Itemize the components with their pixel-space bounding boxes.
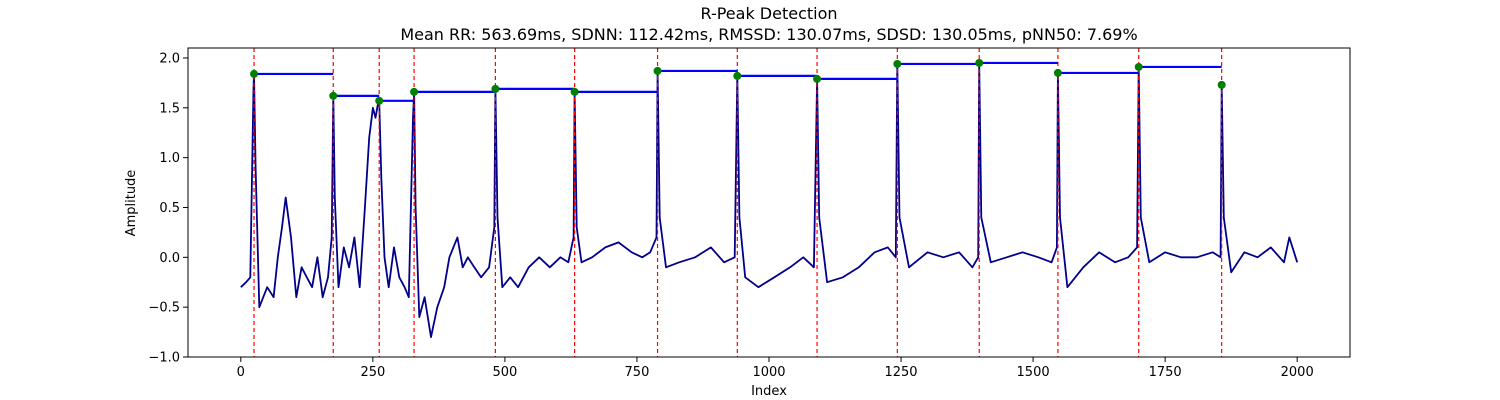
plot-frame <box>187 47 1351 358</box>
peak-marker <box>570 87 579 96</box>
chart-subtitle: Mean RR: 563.69ms, SDNN: 112.42ms, RMSSD… <box>400 25 1137 44</box>
peak-marker <box>813 74 822 83</box>
y-tick-label: −0.5 <box>148 301 180 316</box>
peak-marker <box>250 69 259 78</box>
y-tick-label: −1.0 <box>148 351 180 366</box>
x-tick-label: 1750 <box>1149 365 1182 380</box>
peak-marker <box>653 66 662 75</box>
x-tick-label: 250 <box>360 365 385 380</box>
y-axis-label: Amplitude <box>124 170 139 237</box>
x-tick-label: 1500 <box>1017 365 1050 380</box>
peak-marker <box>1217 80 1226 89</box>
y-tick-label: 0.0 <box>159 251 180 266</box>
y-tick-label: 2.0 <box>159 51 180 66</box>
peak-marker <box>733 71 742 80</box>
peak-marker <box>410 87 419 96</box>
axes: 0 250 500 750 1000 1250 1500 1750 2000 −1.0 −0.5 0.… <box>148 47 1351 380</box>
peak-marker <box>1053 68 1062 77</box>
x-axis-label: Index <box>751 384 787 399</box>
y-tick-label: 1.5 <box>159 101 180 116</box>
chart-title: R-Peak Detection <box>700 4 837 23</box>
x-tick-label: 1000 <box>752 365 785 380</box>
peak-marker <box>893 59 902 68</box>
x-tick-label: 750 <box>625 365 650 380</box>
y-tick-label: 0.5 <box>159 201 180 216</box>
peak-marker <box>375 96 384 105</box>
x-tick-label: 1250 <box>884 365 917 380</box>
y-tick-label: 1.0 <box>159 151 180 166</box>
x-tick-label: 2000 <box>1281 365 1314 380</box>
peak-marker <box>491 84 500 93</box>
x-tick-label: 0 <box>237 365 245 380</box>
peak-marker <box>1134 62 1143 71</box>
signal-line <box>240 62 1299 339</box>
peak-marker <box>975 58 984 67</box>
plot-area <box>240 48 1299 357</box>
x-tick-label: 500 <box>492 365 517 380</box>
peak-marker <box>329 91 338 100</box>
